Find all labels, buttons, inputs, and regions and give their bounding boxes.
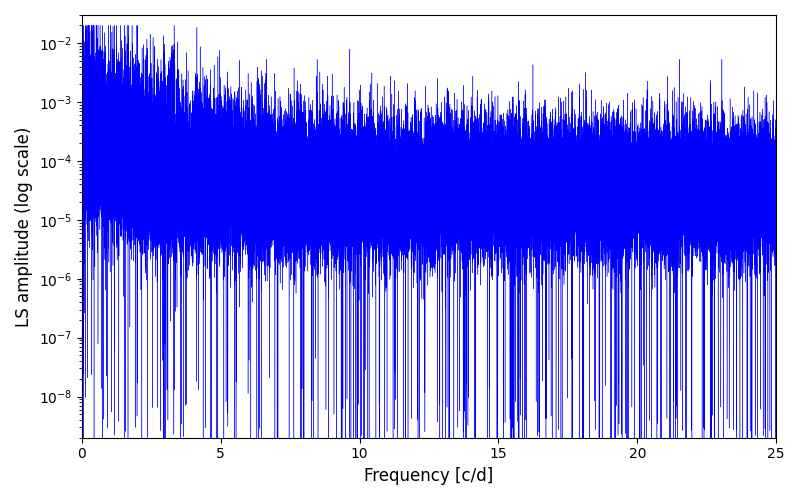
- Y-axis label: LS amplitude (log scale): LS amplitude (log scale): [15, 126, 33, 326]
- X-axis label: Frequency [c/d]: Frequency [c/d]: [364, 467, 494, 485]
